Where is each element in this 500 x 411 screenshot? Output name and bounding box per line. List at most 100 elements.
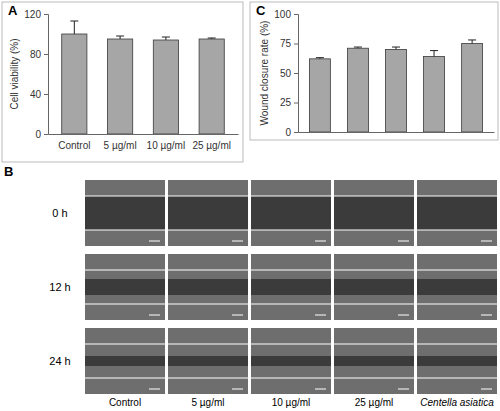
error-stem (74, 21, 75, 34)
wound-area (85, 279, 165, 295)
wound-area (334, 279, 414, 295)
wound-edge-line (417, 270, 497, 271)
wound-area (85, 196, 165, 230)
y-tick-mark (44, 14, 48, 15)
y-tick-mark (294, 73, 298, 74)
wound-edge-line (251, 378, 331, 379)
y-tick-label: 50 (280, 68, 292, 79)
wound-edge-line (417, 378, 497, 379)
micrograph (251, 254, 331, 320)
column-label: 10 µg/ml (272, 397, 311, 408)
y-tick-label: 75 (280, 38, 292, 49)
wound-edge-line (334, 270, 414, 271)
wound-area (334, 356, 414, 366)
wound-area (85, 356, 165, 366)
error-bar (70, 21, 78, 34)
y-tick: 0 (285, 127, 298, 138)
micrograph (334, 180, 414, 246)
y-axis: 0 25 50 75 100 (274, 9, 298, 138)
micrograph (417, 180, 497, 246)
bar (199, 39, 224, 134)
y-tick-label: 120 (24, 9, 41, 20)
y-axis-title: Wound closure rate (%) (259, 21, 270, 126)
micrograph-background (334, 254, 414, 320)
x-tick-label: 25 µg/ml (192, 140, 231, 151)
panel-frame (250, 2, 498, 140)
micrograph-background (417, 180, 497, 246)
wound-edge-line (85, 230, 165, 231)
micrograph (168, 180, 248, 246)
error-bar (468, 40, 476, 44)
row-label: 12 h (49, 281, 70, 293)
y-tick: 80 (30, 49, 48, 60)
scale-bar (232, 241, 243, 242)
micrograph-background (334, 328, 414, 394)
y-axis-title: Cell viability (%) (9, 38, 20, 109)
error-bar (116, 36, 124, 39)
micrograph (417, 254, 497, 320)
micrograph-background (85, 180, 165, 246)
micrograph (334, 328, 414, 394)
wound-edge-line (85, 270, 165, 271)
wound-area (417, 356, 497, 366)
wound-edge-line (85, 196, 165, 197)
wound-edge-line (251, 344, 331, 345)
bar (347, 48, 368, 132)
scale-bar (232, 389, 243, 390)
bar (108, 39, 133, 134)
y-tick: 50 (280, 68, 298, 79)
y-tick-label: 40 (30, 89, 42, 100)
wound-edge-line (251, 196, 331, 197)
bar (424, 56, 445, 132)
wound-area (251, 196, 331, 230)
error-cap (162, 37, 170, 38)
error-stem (434, 51, 435, 57)
y-tick: 0 (35, 129, 48, 140)
column-label: Centella asiatica (420, 397, 494, 408)
error-cap (392, 47, 400, 48)
error-cap (316, 57, 324, 58)
wound-edge-line (168, 270, 248, 271)
micrograph-background (334, 180, 414, 246)
y-tick: 75 (280, 38, 298, 49)
bar (62, 34, 87, 134)
y-tick-label: 100 (274, 9, 291, 20)
column-label: 25 µg/ml (355, 397, 394, 408)
micrograph (85, 180, 165, 246)
error-stem (472, 40, 473, 44)
scale-bar (315, 389, 326, 390)
y-tick-label: 25 (280, 97, 292, 108)
y-tick: 25 (280, 97, 298, 108)
micrograph-background (168, 180, 248, 246)
wound-area (168, 279, 248, 295)
wound-edge-line (417, 304, 497, 305)
scale-bar (481, 241, 492, 242)
scale-bar (481, 315, 492, 316)
plot-area (309, 40, 482, 132)
micrograph-background (85, 254, 165, 320)
panel-letter: C (256, 3, 266, 18)
micrograph-background (251, 254, 331, 320)
scale-bar (398, 315, 409, 316)
column-label: Control (109, 397, 141, 408)
wound-edge-line (85, 344, 165, 345)
panel-letter: A (8, 3, 18, 18)
error-cap (208, 38, 216, 39)
row-label: 0 h (52, 207, 67, 219)
bar (309, 59, 330, 132)
wound-edge-line (251, 230, 331, 231)
y-tick-mark (294, 132, 298, 133)
row-label: 24 h (49, 355, 70, 367)
y-tick: 120 (24, 9, 48, 20)
x-axis: Control5 µg/ml10 µg/ml25 µg/ml (49, 134, 239, 151)
scale-bar (315, 315, 326, 316)
error-cap (430, 50, 438, 51)
error-cap (70, 21, 78, 22)
panel-letter: B (4, 164, 13, 179)
panel-frame (2, 2, 243, 162)
bar (153, 40, 178, 134)
wound-edge-line (168, 196, 248, 197)
wound-edge-line (85, 304, 165, 305)
wound-edge-line (168, 304, 248, 305)
y-tick-mark (294, 14, 298, 15)
